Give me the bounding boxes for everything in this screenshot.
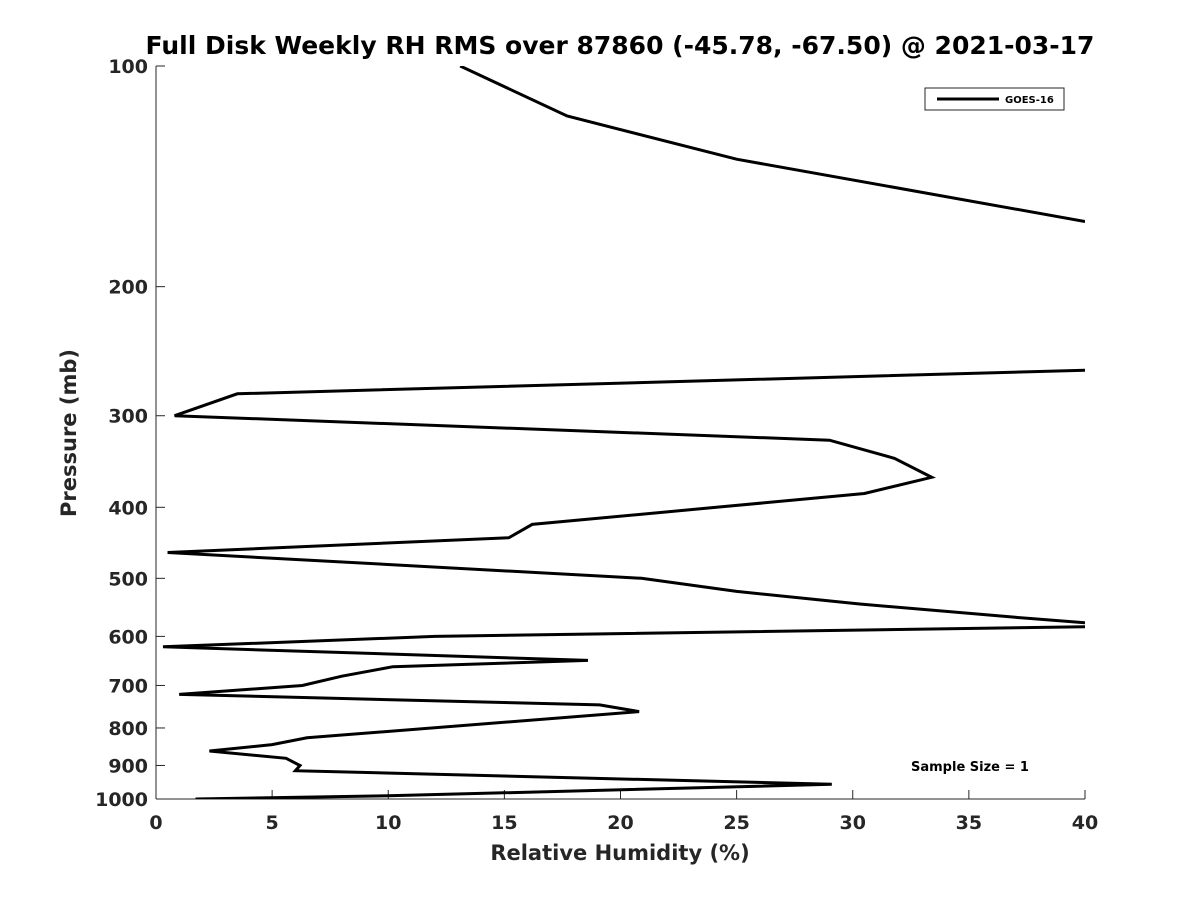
legend-label-goes-16: GOES-16	[1005, 95, 1054, 106]
x-tick-label-25: 25	[723, 812, 749, 834]
y-tick-label-1000: 1000	[95, 789, 148, 811]
series-line-goes-16-segment-3	[162, 625, 1085, 799]
x-tick-label-0: 0	[149, 812, 162, 834]
x-tick-label-15: 15	[491, 812, 517, 834]
y-axis-label: Pressure (mb)	[57, 349, 81, 517]
x-tick-label-10: 10	[375, 812, 401, 834]
y-tick-label-600: 600	[108, 626, 148, 648]
y-tick-label-400: 400	[108, 497, 148, 519]
y-tick-label-300: 300	[108, 406, 148, 428]
y-tick-label-200: 200	[108, 277, 148, 299]
y-tick-label-900: 900	[108, 755, 148, 777]
y-tick-label-700: 700	[108, 675, 148, 697]
series-line-goes-16-segment-1	[459, 66, 1085, 223]
x-tick-label-5: 5	[266, 812, 279, 834]
y-tick-label-500: 500	[108, 568, 148, 590]
x-tick-label-30: 30	[840, 812, 866, 834]
y-tick-label-800: 800	[108, 718, 148, 740]
series-line-goes-16-segment-2	[167, 368, 1085, 625]
legend: GOES-16	[924, 87, 1065, 111]
x-tick-label-20: 20	[607, 812, 633, 834]
x-tick-label-35: 35	[956, 812, 982, 834]
x-tick-label-40: 40	[1072, 812, 1098, 834]
y-tick-label-100: 100	[108, 56, 148, 78]
sample-size-annotation: Sample Size = 1	[911, 760, 1029, 775]
x-axis-label: Relative Humidity (%)	[490, 841, 749, 865]
chart-title: Full Disk Weekly RH RMS over 87860 (-45.…	[146, 31, 1095, 60]
plot-area: 0 5 10 15 20 25 30 35 40 100 200 300 400 500 600 700 800…	[95, 56, 1098, 834]
